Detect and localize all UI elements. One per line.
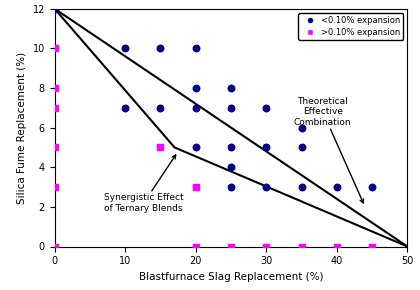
Point xyxy=(122,46,129,51)
Point xyxy=(298,145,305,150)
Point xyxy=(51,6,58,11)
Point xyxy=(192,86,199,90)
Point xyxy=(122,106,129,110)
Point xyxy=(298,185,305,189)
Point xyxy=(51,46,58,51)
Point xyxy=(333,185,340,189)
Point xyxy=(333,244,340,249)
Point xyxy=(192,106,199,110)
Point xyxy=(263,145,270,150)
Point xyxy=(298,125,305,130)
Point xyxy=(51,244,58,249)
Point xyxy=(228,106,234,110)
Point xyxy=(369,185,375,189)
Point xyxy=(228,185,234,189)
Point xyxy=(298,244,305,249)
Point xyxy=(51,106,58,110)
Text: Theoretical
Effective
Combination: Theoretical Effective Combination xyxy=(294,97,363,203)
Point xyxy=(51,145,58,150)
Point xyxy=(228,244,234,249)
Point xyxy=(192,145,199,150)
Text: Synergistic Effect
of Ternary Blends: Synergistic Effect of Ternary Blends xyxy=(104,155,184,213)
Point xyxy=(192,244,199,249)
Point xyxy=(51,185,58,189)
Point xyxy=(228,86,234,90)
Point xyxy=(263,106,270,110)
X-axis label: Blastfurnace Slag Replacement (%): Blastfurnace Slag Replacement (%) xyxy=(139,272,323,282)
Point xyxy=(157,106,164,110)
Point xyxy=(263,244,270,249)
Point xyxy=(228,165,234,170)
Point xyxy=(192,46,199,51)
Point xyxy=(369,244,375,249)
Legend: <0.10% expansion, >0.10% expansion: <0.10% expansion, >0.10% expansion xyxy=(298,13,403,40)
Point xyxy=(192,185,199,189)
Point xyxy=(51,86,58,90)
Point xyxy=(228,145,234,150)
Point xyxy=(263,185,270,189)
Y-axis label: Silica Fume Replacement (%): Silica Fume Replacement (%) xyxy=(17,52,27,204)
Point xyxy=(157,46,164,51)
Point xyxy=(157,145,164,150)
